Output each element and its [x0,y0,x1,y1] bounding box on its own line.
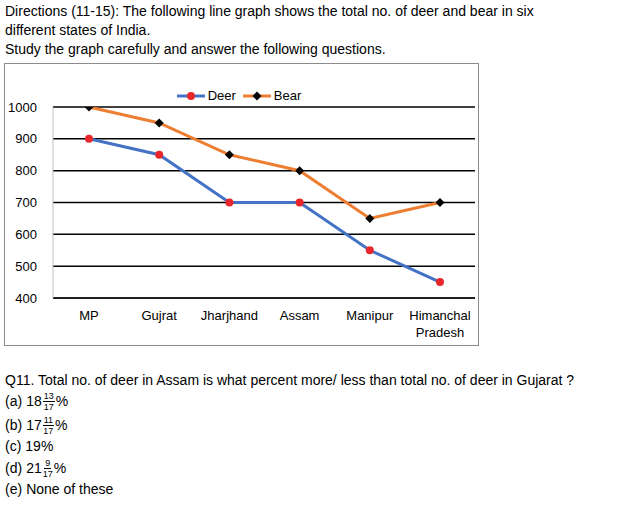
svg-text:1000: 1000 [8,100,37,115]
html-text:Deer: Deer [207,88,236,103]
svg-text:700: 700 [15,195,37,210]
html-text:13: 13 [43,390,54,401]
svg-text:MP: MP [79,308,99,323]
html-text:(d) 21: (d) 21 [5,459,42,476]
svg-text:400: 400 [15,291,37,306]
html-text:Q11. Total no. of deer in Assa: Q11. Total no. of deer in Assam is what … [5,372,575,388]
html-text:(b) 17: (b) 17 [5,416,42,433]
svg-text:Jharjhand: Jharjhand [201,308,258,323]
svg-text:500: 500 [15,259,37,274]
svg-text:HimanchalPradesh: HimanchalPradesh [409,308,471,340]
svg-text:900: 900 [15,131,37,146]
svg-text:Manipur: Manipur [346,308,394,323]
html-text:11: 11 [43,414,53,425]
html-text:(a) 18: (a) 18 [5,392,42,409]
html-text:17%: 17% [43,392,69,412]
html-text:(c) 19%: (c) 19% [5,438,54,454]
html-text:Bear: Bear [273,88,302,103]
html-text:9: 9 [45,457,51,468]
svg-text:Gujrat: Gujrat [141,308,177,323]
html-text:Directions (11-15): The follow: Directions (11-15): The following line g… [5,3,534,19]
html-text:(e) None of these: (e) None of these [5,481,114,497]
html-text:different states of India.: different states of India. [5,22,151,38]
html-text:17%: 17% [42,459,67,479]
svg-text:Assam: Assam [280,308,320,323]
html-text:Study the graph carefully and: Study the graph carefully and answer the… [5,41,386,57]
svg-text:600: 600 [15,227,37,242]
html-text:17%: 17% [43,416,68,436]
svg-text:800: 800 [15,163,37,178]
